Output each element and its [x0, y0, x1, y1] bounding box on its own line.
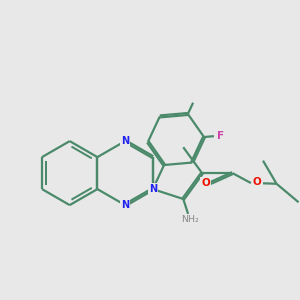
Text: O: O — [201, 178, 210, 188]
Text: O: O — [253, 177, 262, 187]
Text: NH₂: NH₂ — [181, 215, 199, 224]
Text: F: F — [218, 130, 225, 140]
Text: N: N — [121, 200, 129, 210]
Text: N: N — [121, 136, 129, 146]
Text: N: N — [149, 184, 157, 194]
